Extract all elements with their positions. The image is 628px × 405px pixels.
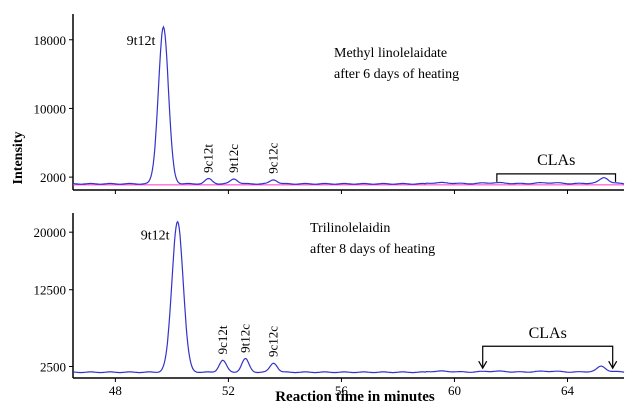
y-tick-label: 18000 <box>34 33 67 48</box>
peak-label: 9c12c <box>266 142 281 173</box>
chromatogram-trace <box>73 25 625 185</box>
x-tick-label: 60 <box>448 383 461 398</box>
y-tick-label: 2000 <box>40 170 66 185</box>
cla-arrow-left <box>478 360 488 370</box>
x-tick-label: 52 <box>222 383 235 398</box>
peak-label: 9c12t <box>201 144 216 173</box>
y-tick-label: 2500 <box>40 359 66 374</box>
peak-label: 9t12c <box>226 144 241 173</box>
peak-label: 9t12c <box>237 324 252 353</box>
peak-label: 9c12t <box>215 325 230 354</box>
panel-1: 2000 10000 18000 9t12t 9c12t 9t12c 9c12c Methyl… <box>34 14 625 194</box>
y-tick-label: 20000 <box>34 225 67 240</box>
y-tick-label: 12500 <box>34 283 67 298</box>
panel-subtitle: after 8 days of heating <box>310 242 435 257</box>
cla-label: CLAs <box>529 325 567 342</box>
x-tick-label: 64 <box>561 383 575 398</box>
y-axis-label: Intensity <box>11 132 26 185</box>
peak-label: 9t12t <box>141 228 170 243</box>
panel-2: 2500 12500 20000 48 52 56 60 64 9t12t 9c12t 9t12c 9… <box>34 213 625 398</box>
cla-arrow-right <box>608 360 618 370</box>
panel-title: Trilinolelaidin <box>310 221 390 236</box>
y-tick-label: 10000 <box>34 101 67 116</box>
panel-subtitle: after 6 days of heating <box>334 67 459 82</box>
x-tick-label: 56 <box>335 383 349 398</box>
peak-label: 9c12c <box>266 326 281 357</box>
x-tick-label: 48 <box>109 383 122 398</box>
x-axis-label: Reaction time in minutes <box>275 389 435 405</box>
chromatogram-trace <box>73 220 625 374</box>
cla-label: CLAs <box>537 152 575 169</box>
peak-label: 9t12t <box>127 34 156 49</box>
cla-bracket <box>496 173 617 182</box>
cla-bracket <box>482 345 614 369</box>
panel-title: Methyl linolelaidate <box>334 46 447 61</box>
